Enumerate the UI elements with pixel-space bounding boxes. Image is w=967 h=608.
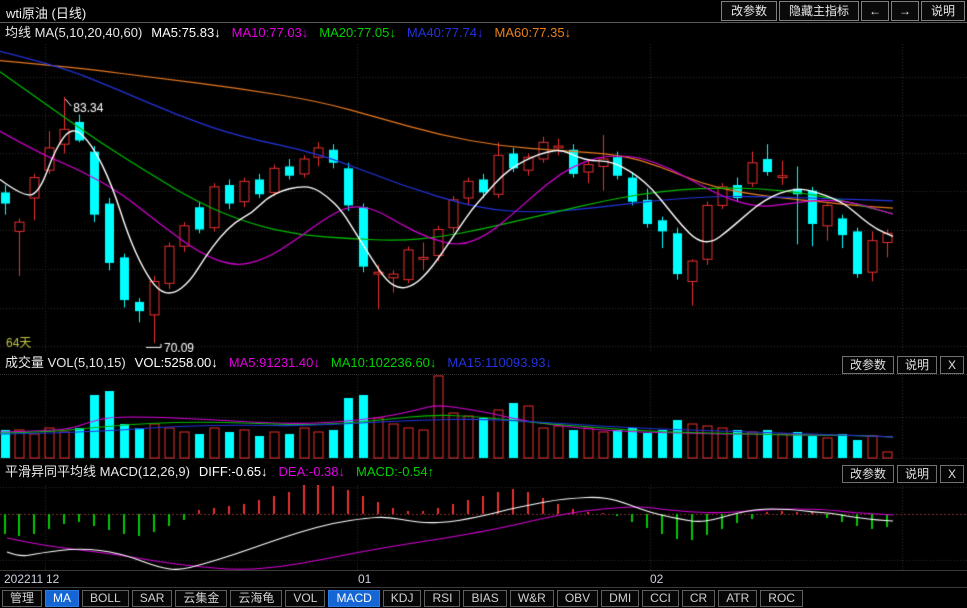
instrument-title: wti原油 (日线) [6, 6, 87, 21]
tab-atr[interactable]: ATR [718, 590, 758, 607]
tab-wr[interactable]: W&R [509, 590, 554, 607]
tab-dmi[interactable]: DMI [601, 590, 640, 607]
change-params-button[interactable]: 改参数 [720, 1, 777, 21]
help-button[interactable]: 说明 [896, 356, 937, 374]
macd-value: DIFF:-0.65↓ [198, 464, 268, 479]
macd-indicator-row: 平滑异同平均线 MACD(12,26,9) DIFF:-0.65↓ DEA:-0.3… [0, 459, 967, 484]
tab-kdj[interactable]: KDJ [382, 590, 422, 607]
arrow-right-button[interactable]: → [890, 1, 919, 21]
tab-sar[interactable]: SAR [131, 590, 173, 607]
main-price-chart[interactable] [0, 44, 967, 352]
ma-indicator-row: 均线 MA(5,10,20,40,60) MA5:75.83↓ MA10:77.03… [0, 23, 967, 43]
macd-chart[interactable] [0, 485, 967, 570]
tab-[interactable]: 云集金 [175, 590, 228, 607]
tab-vol[interactable]: VOL [285, 590, 326, 607]
arrow-left-button[interactable]: ← [860, 1, 889, 21]
tab-cr[interactable]: CR [681, 590, 716, 607]
ma-value: MA10:77.03↓ [231, 25, 309, 40]
close-button[interactable]: X [939, 356, 964, 374]
volume-value: MA10:102236.60↓ [330, 355, 437, 370]
volume-panel-buttons: 改参数 说明 X [839, 354, 964, 376]
ma-value: MA60:77.35↓ [494, 25, 572, 40]
time-axis-label: 02 [650, 572, 664, 586]
tab-obv[interactable]: OBV [556, 590, 599, 607]
time-axis-label: 202211 [4, 572, 44, 586]
time-axis-label: 12 [46, 572, 60, 586]
ma-value: MA40:77.74↓ [406, 25, 484, 40]
close-button[interactable]: X [939, 465, 964, 483]
volume-value: MA5:91231.40↓ [228, 355, 320, 370]
volume-indicator-label: 成交量 VOL(5,10,15) [5, 355, 126, 370]
macd-indicator-label: 平滑异同平均线 MACD(12,26,9) [5, 464, 190, 479]
volume-chart[interactable] [0, 375, 967, 459]
volume-indicator-row: 成交量 VOL(5,10,15) VOL:5258.00↓ MA5:91231.40… [0, 352, 967, 375]
hide-main-indicator-button[interactable]: 隐藏主指标 [778, 1, 859, 21]
volume-value: MA15:110093.93↓ [447, 355, 552, 370]
volume-value: VOL:5258.00↓ [134, 355, 218, 370]
macd-panel-buttons: 改参数 说明 X [839, 461, 964, 486]
tab-cci[interactable]: CCI [642, 590, 679, 607]
tab-[interactable]: 管理 [2, 590, 43, 607]
change-params-button[interactable]: 改参数 [841, 356, 894, 374]
tab-roc[interactable]: ROC [760, 590, 803, 607]
ma-value: MA5:75.83↓ [151, 25, 221, 40]
time-axis: 202211 12 01 02 [0, 570, 967, 588]
tab-rsi[interactable]: RSI [424, 590, 461, 607]
titlebar-buttons: 改参数 隐藏主指标 ← → 说明 [719, 1, 965, 21]
tab-bias[interactable]: BIAS [463, 590, 507, 607]
titlebar: wti原油 (日线) 改参数 隐藏主指标 ← → 说明 [0, 0, 967, 23]
tab-ma[interactable]: MA [45, 590, 80, 607]
time-axis-label: 01 [358, 572, 372, 586]
tab-macd[interactable]: MACD [328, 590, 380, 607]
tab-boll[interactable]: BOLL [82, 590, 129, 607]
tab-[interactable]: 云海龟 [230, 590, 283, 607]
help-button[interactable]: 说明 [920, 1, 965, 21]
ma-indicator-label: 均线 MA(5,10,20,40,60) [5, 25, 143, 40]
help-button[interactable]: 说明 [896, 465, 937, 483]
indicator-tabbar: 管理 MA BOLL SAR 云集金 云海龟 VOL MACD KDJ RSI BIAS W&R OBV… [0, 588, 967, 608]
macd-value: DEA:-0.38↓ [278, 464, 346, 479]
change-params-button[interactable]: 改参数 [841, 465, 894, 483]
macd-value: MACD:-0.54↑ [356, 464, 435, 479]
ma-value: MA20:77.05↓ [319, 25, 396, 40]
